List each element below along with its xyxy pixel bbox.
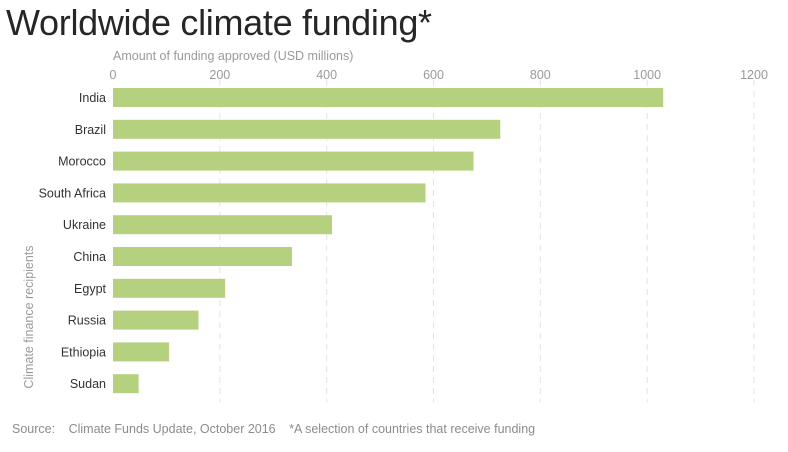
- x-tick-labels: 0 200 400 600 800 1000 1200: [110, 68, 768, 82]
- x-tick-label: 1200: [740, 68, 768, 82]
- bar-egypt: [113, 278, 226, 298]
- x-tick-label: 200: [209, 68, 230, 82]
- bar-china: [113, 247, 292, 266]
- category-label: Russia: [68, 314, 106, 328]
- category-labels: India Brazil Morocco South Africa Ukraine Chi…: [39, 91, 107, 391]
- bar-russia: [113, 310, 199, 330]
- bar-south-africa: [113, 183, 426, 203]
- x-tick-label: 800: [530, 68, 551, 82]
- y-axis-label: Climate finance recipients: [22, 245, 36, 388]
- x-tick-label: 600: [423, 68, 444, 82]
- category-label: Morocco: [58, 155, 106, 169]
- bar-chart: Amount of funding approved (USD millions…: [22, 49, 768, 402]
- x-tick-label: 0: [110, 68, 117, 82]
- bar-india: [113, 88, 664, 107]
- category-label: China: [73, 250, 106, 264]
- category-label: Ukraine: [63, 218, 106, 232]
- category-label: India: [79, 91, 106, 105]
- category-label: Brazil: [75, 123, 106, 137]
- bar-ethiopia: [113, 342, 170, 362]
- x-axis-label: Amount of funding approved (USD millions…: [113, 49, 353, 63]
- category-label: Ethiopia: [61, 345, 106, 359]
- category-label: Sudan: [70, 377, 106, 391]
- source-text: Climate Funds Update, October 2016: [68, 422, 276, 436]
- bar-ukraine: [113, 215, 333, 235]
- category-label: South Africa: [39, 186, 106, 200]
- grid-lines: [219, 80, 755, 402]
- bars: [113, 88, 664, 394]
- chart-title: Worldwide climate funding*: [6, 2, 432, 43]
- bar-sudan: [113, 374, 139, 394]
- source-note: Source: Climate Funds Update, October 20…: [12, 422, 545, 436]
- category-label: Egypt: [74, 282, 106, 296]
- footnote: *A selection of countries that receive f…: [289, 422, 536, 436]
- bar-morocco: [113, 151, 474, 171]
- x-tick-label: 1000: [633, 68, 661, 82]
- source-label: Source:: [12, 422, 56, 436]
- bar-brazil: [113, 119, 501, 139]
- x-tick-label: 400: [316, 68, 337, 82]
